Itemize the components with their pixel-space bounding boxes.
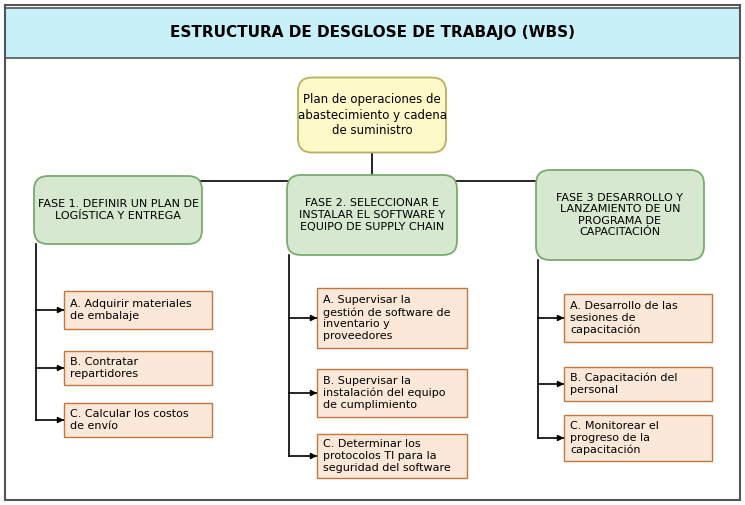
Text: Plan de operaciones de
abastecimiento y cadena
de suministro: Plan de operaciones de abastecimiento y … [297, 93, 446, 136]
Bar [64, 403, 212, 437]
Bar [564, 294, 712, 342]
Text: A. Supervisar la
gestión de software de
inventario y
proveedores: A. Supervisar la gestión de software de … [323, 295, 451, 341]
Text: C. Calcular los costos
de envío: C. Calcular los costos de envío [70, 409, 188, 431]
Bar [317, 288, 467, 348]
Text: C. Determinar los
protocolos TI para la
seguridad del software: C. Determinar los protocolos TI para la … [323, 439, 451, 473]
Bar [564, 367, 712, 401]
FancyBboxPatch shape [34, 176, 202, 244]
FancyBboxPatch shape [536, 170, 704, 260]
Bar [5, 8, 740, 58]
Bar [564, 415, 712, 461]
Bar [64, 291, 212, 329]
Text: B. Supervisar la
instalación del equipo
de cumplimiento: B. Supervisar la instalación del equipo … [323, 376, 446, 410]
Text: FASE 1. DEFINIR UN PLAN DE
LOGÍSTICA Y ENTREGA: FASE 1. DEFINIR UN PLAN DE LOGÍSTICA Y E… [37, 199, 198, 221]
Text: A. Desarrollo de las
sesiones de
capacitación: A. Desarrollo de las sesiones de capacit… [570, 301, 678, 335]
Text: B. Contratar
repartidores: B. Contratar repartidores [70, 357, 138, 379]
Bar [317, 369, 467, 417]
Text: FASE 3 DESARROLLO Y
LANZAMIENTO DE UN
PROGRAMA DE
CAPACITACIÓN: FASE 3 DESARROLLO Y LANZAMIENTO DE UN PR… [557, 192, 683, 237]
Text: ESTRUCTURA DE DESGLOSE DE TRABAJO (WBS): ESTRUCTURA DE DESGLOSE DE TRABAJO (WBS) [170, 25, 575, 40]
Text: FASE 2. SELECCIONAR E
INSTALAR EL SOFTWARE Y
EQUIPO DE SUPPLY CHAIN: FASE 2. SELECCIONAR E INSTALAR EL SOFTWA… [299, 198, 445, 232]
FancyBboxPatch shape [298, 77, 446, 153]
Text: A. Adquirir materiales
de embalaje: A. Adquirir materiales de embalaje [70, 299, 191, 321]
Text: B. Capacitación del
personal: B. Capacitación del personal [570, 373, 677, 395]
Bar [317, 434, 467, 478]
FancyBboxPatch shape [287, 175, 457, 255]
Bar [64, 351, 212, 385]
Text: C. Monitorear el
progreso de la
capacitación: C. Monitorear el progreso de la capacita… [570, 421, 659, 455]
